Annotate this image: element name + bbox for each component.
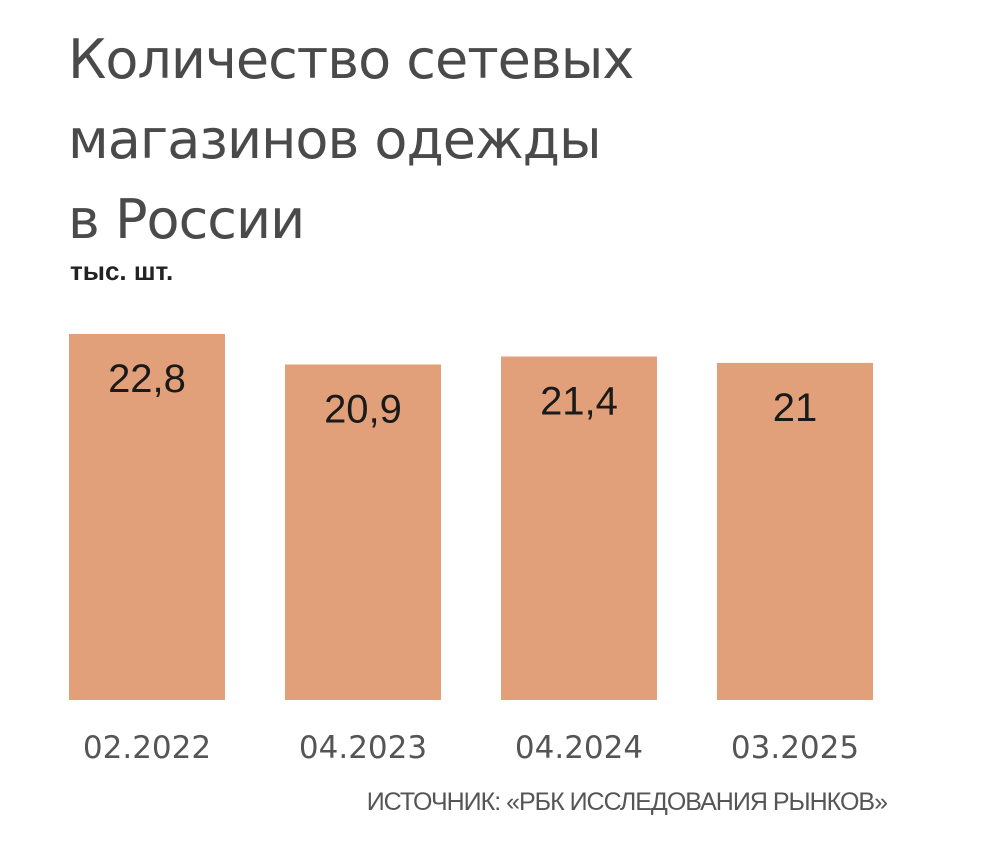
bar-value-label: 22,8: [108, 357, 186, 401]
unit-label: тыс. шт.: [70, 256, 174, 286]
bar-04.2024: [501, 356, 657, 700]
chart-title-line-1: Количество сетевых: [68, 28, 634, 91]
chart-title: Количество сетевых магазинов одежды в Ро…: [68, 20, 634, 260]
bar-value-label: 21,4: [540, 379, 618, 423]
category-label: 04.2024: [515, 730, 643, 766]
category-label: 02.2022: [83, 730, 211, 766]
chart-title-line-3: в России: [68, 188, 305, 251]
category-label: 04.2023: [299, 730, 427, 766]
bar-value-label: 21: [773, 386, 818, 430]
bar-value-label: 20,9: [324, 388, 402, 432]
category-label: 03.2025: [731, 730, 859, 766]
chart-title-line-2: магазинов одежды: [68, 108, 602, 171]
bar-chart: 22,8 02.2022 20,9 04.2023 21,4 04.2024 21 03.20…: [69, 334, 873, 766]
bar-03.2025: [717, 362, 873, 700]
source-note: ИСТОЧНИК: «РБК ИССЛЕДОВАНИЯ РЫНКОВ»: [366, 788, 888, 816]
bar-02.2022: [69, 334, 225, 700]
bar-04.2023: [285, 364, 441, 700]
